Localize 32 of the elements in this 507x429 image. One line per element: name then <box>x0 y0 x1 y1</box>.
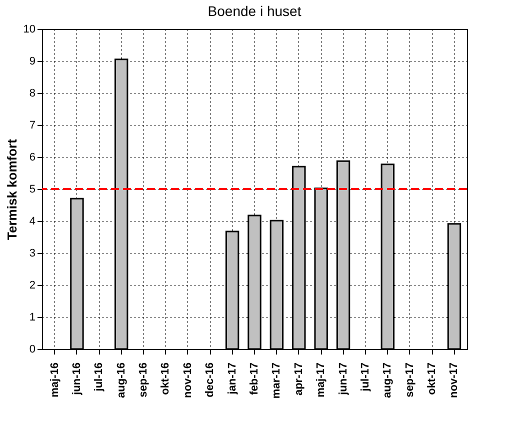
x-tick-label: okt-17 <box>426 362 438 395</box>
x-tick-label: jul-17 <box>359 362 372 392</box>
x-tick-label: jul-16 <box>93 362 106 392</box>
x-tick-label: aug-17 <box>382 362 394 398</box>
y-tick-label: 2 <box>29 280 36 292</box>
x-tick-label: nov-16 <box>182 362 194 398</box>
x-tick-label: jan-17 <box>226 362 238 396</box>
x-tick-label: nov-17 <box>448 362 460 398</box>
x-tick-label: sep-16 <box>138 362 150 398</box>
y-tick-label: 10 <box>23 24 36 36</box>
y-tick-label: 1 <box>29 312 36 324</box>
y-tick-label: 6 <box>29 152 36 164</box>
x-tick-label: mar-17 <box>270 362 283 399</box>
x-tick-label: aug-16 <box>115 362 128 398</box>
x-tick-label: sep-17 <box>404 362 416 398</box>
x-tick-label: okt-16 <box>160 362 172 395</box>
x-tick-label: jun-16 <box>70 362 83 396</box>
y-tick-label: 7 <box>29 120 36 132</box>
y-tick-label: 8 <box>29 88 36 100</box>
y-axis-title: Termisk komfort <box>4 138 20 240</box>
x-tick-label: jun-17 <box>337 362 350 396</box>
x-tick-label: dec-16 <box>204 362 216 398</box>
x-tick-label: maj-16 <box>48 362 61 398</box>
chart-title: Boende i huset <box>208 3 302 19</box>
y-tick-label: 3 <box>29 248 36 260</box>
y-tick-label: 9 <box>29 56 36 68</box>
y-tick-label: 0 <box>29 344 36 356</box>
y-tick-label: 5 <box>29 184 36 196</box>
y-tick-label: 4 <box>29 216 36 228</box>
x-tick-label: apr-17 <box>292 362 305 396</box>
x-tick-label: maj-17 <box>315 362 328 398</box>
x-tick-label: feb-17 <box>248 362 260 395</box>
